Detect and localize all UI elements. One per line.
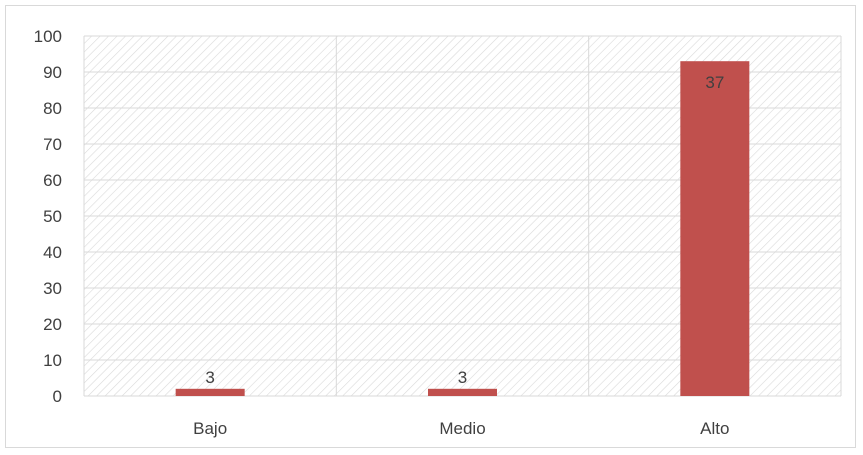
bars xyxy=(175,61,750,396)
bar-alto xyxy=(680,61,750,396)
y-tick-label-10: 10 xyxy=(43,351,62,370)
y-tick-label-60: 60 xyxy=(43,171,62,190)
y-tick-label-50: 50 xyxy=(43,207,62,226)
y-tick-label-70: 70 xyxy=(43,135,62,154)
data-label-alto: 37 xyxy=(705,73,724,92)
data-label-bajo: 3 xyxy=(205,368,214,387)
bar-medio xyxy=(428,388,497,396)
bar-bajo xyxy=(175,388,245,396)
y-tick-label-30: 30 xyxy=(43,279,62,298)
y-axis-ticks: 0 10 20 30 40 50 60 70 80 90 100 xyxy=(34,27,62,406)
y-tick-label-40: 40 xyxy=(43,243,62,262)
x-axis-ticks: Bajo Medio Alto xyxy=(193,419,729,438)
y-tick-label-20: 20 xyxy=(43,315,62,334)
y-tick-label-90: 90 xyxy=(43,63,62,82)
data-labels: 3 3 37 xyxy=(205,73,724,387)
y-tick-label-80: 80 xyxy=(43,99,62,118)
y-tick-label-0: 0 xyxy=(53,387,62,406)
x-tick-label-bajo: Bajo xyxy=(193,419,227,438)
data-label-medio: 3 xyxy=(458,368,467,387)
x-tick-label-alto: Alto xyxy=(700,419,729,438)
y-tick-label-100: 100 xyxy=(34,27,62,46)
x-tick-label-medio: Medio xyxy=(439,419,485,438)
